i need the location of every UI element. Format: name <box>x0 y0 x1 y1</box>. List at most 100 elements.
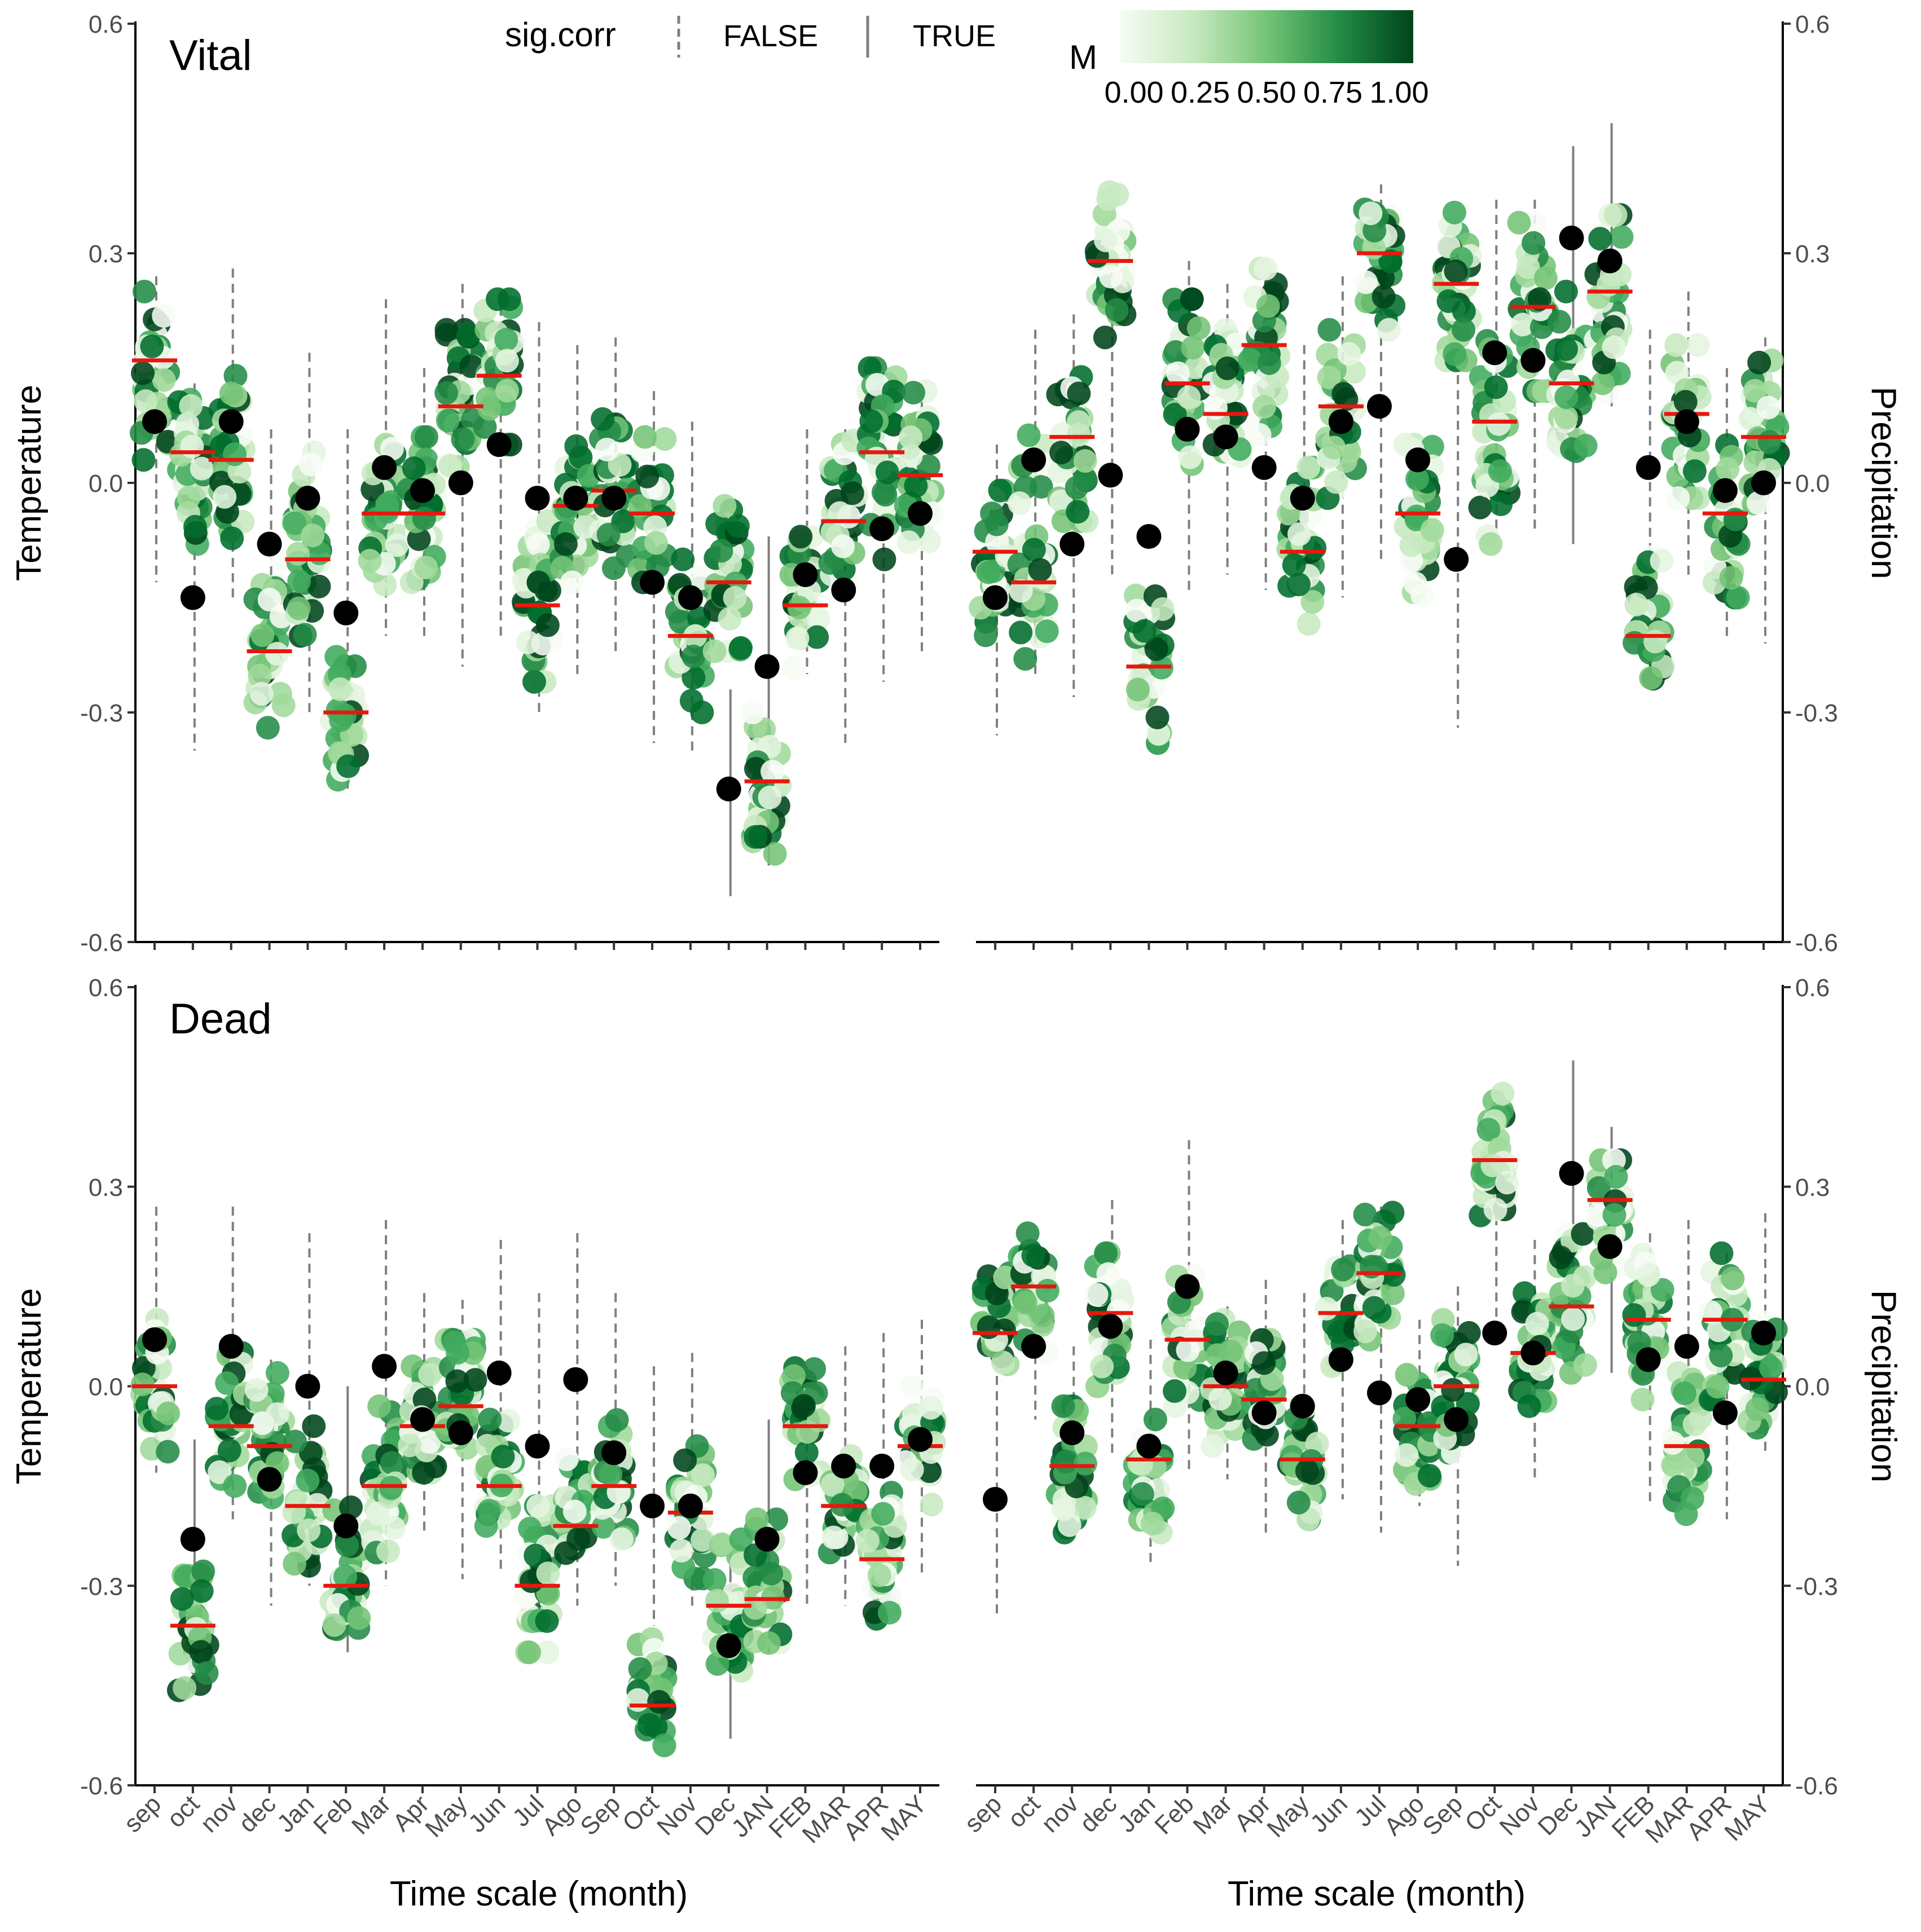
sim-point <box>702 1568 727 1592</box>
sim-point <box>1021 1243 1045 1268</box>
observed-point-Mar <box>1213 1360 1238 1385</box>
sim-point <box>977 1315 1001 1339</box>
sim-point <box>896 530 921 554</box>
sim-point <box>526 532 550 557</box>
sim-point <box>380 1451 404 1475</box>
sim-point <box>635 464 660 488</box>
sim-point <box>1484 375 1508 399</box>
sim-point <box>132 279 156 303</box>
sim-point <box>1405 467 1429 491</box>
sim-point <box>562 1499 587 1524</box>
observed-point-oct <box>1021 447 1047 473</box>
sim-point <box>1554 385 1579 409</box>
sim-point <box>518 1516 542 1541</box>
colorbar-tick-label: 0.75 <box>1303 76 1362 109</box>
sim-point <box>802 1357 827 1381</box>
sim-point <box>244 1378 269 1402</box>
panel-dead-temperature: 0.6 0.3 0.0 -0.3 -0.6 Temperature Dead sepoctno… <box>10 974 947 1849</box>
sim-point <box>1573 1353 1597 1377</box>
sim-point <box>1682 1412 1707 1437</box>
sim-point <box>1130 1482 1154 1506</box>
sim-point <box>920 1493 944 1517</box>
sim-point <box>287 596 311 620</box>
sim-point <box>205 1397 229 1421</box>
sim-point <box>1322 435 1346 460</box>
sim-point <box>782 1364 806 1388</box>
sim-point <box>1238 347 1262 372</box>
observed-point-Dec <box>716 776 741 802</box>
sim-point <box>1256 294 1280 318</box>
observed-point-MAR <box>831 1454 856 1478</box>
sim-point <box>1452 318 1476 342</box>
sim-point <box>451 427 475 451</box>
x-tick-label: Sep <box>1417 1790 1468 1841</box>
sim-point <box>981 559 1005 583</box>
sim-point <box>729 636 753 660</box>
sim-point <box>140 335 164 359</box>
panel-label: Vital <box>169 32 252 80</box>
observed-point-Sep <box>1444 1407 1469 1432</box>
sim-point <box>414 556 438 580</box>
sim-point <box>763 842 787 866</box>
sim-point <box>1709 1241 1734 1265</box>
sim-point <box>1287 522 1311 546</box>
observed-point-Nov <box>678 585 703 610</box>
x-tick-label: Oct <box>1460 1790 1506 1837</box>
sim-point <box>268 681 292 706</box>
sim-point <box>491 1445 515 1469</box>
sim-point <box>1022 538 1046 562</box>
sim-point <box>1009 620 1033 645</box>
sim-point <box>1181 336 1205 360</box>
observed-point-dec <box>257 1467 282 1492</box>
legend-color-title: M <box>1069 38 1097 76</box>
observed-point-Jan <box>295 486 320 511</box>
observed-point-APR <box>869 1454 895 1478</box>
sim-point <box>1013 647 1038 671</box>
sim-point <box>1028 558 1052 582</box>
sim-point <box>1476 1117 1501 1142</box>
sim-point <box>628 1657 652 1681</box>
sim-point <box>595 437 619 461</box>
sim-point <box>256 716 280 740</box>
sim-point <box>899 425 923 450</box>
observed-point-May <box>448 1420 473 1446</box>
sim-point <box>486 287 510 311</box>
sim-point <box>265 1361 289 1385</box>
y-tick-label: -0.3 <box>1795 1573 1838 1600</box>
observed-point-May <box>1290 486 1315 511</box>
sim-point <box>1173 1356 1197 1380</box>
x-tick-label: sep <box>118 1790 166 1838</box>
sim-point <box>1353 1319 1378 1344</box>
sim-point <box>333 1565 358 1589</box>
sim-point <box>1686 333 1710 357</box>
sim-point <box>412 1460 436 1485</box>
y-tick-label: -0.3 <box>1795 699 1838 727</box>
x-tick-label: dec <box>1075 1790 1123 1838</box>
sim-point <box>904 474 928 498</box>
sim-point <box>820 1473 845 1497</box>
sim-point <box>1013 1291 1038 1315</box>
sim-point <box>283 1552 307 1576</box>
observed-point-APR <box>1712 1400 1738 1425</box>
sim-point <box>1507 210 1531 235</box>
sim-point <box>1150 597 1175 621</box>
sim-point <box>1468 495 1492 520</box>
sim-point <box>1588 227 1612 251</box>
sim-point <box>366 1501 390 1525</box>
sim-point <box>1295 1459 1319 1483</box>
observed-point-dec <box>1098 463 1123 488</box>
sim-point <box>495 379 519 403</box>
sim-point <box>1622 1303 1646 1327</box>
sim-point <box>555 1447 579 1471</box>
observed-point-Jul <box>1367 1380 1392 1406</box>
sim-point <box>652 1733 676 1758</box>
sim-point <box>1610 225 1634 249</box>
sim-point <box>1016 1221 1040 1246</box>
x-tick-label: Jun <box>1305 1790 1353 1838</box>
sim-point <box>398 1433 422 1458</box>
observed-point-MAY <box>1751 470 1776 495</box>
sim-point <box>1666 486 1690 510</box>
sim-point <box>250 623 275 647</box>
observed-point-Sep <box>601 486 627 511</box>
